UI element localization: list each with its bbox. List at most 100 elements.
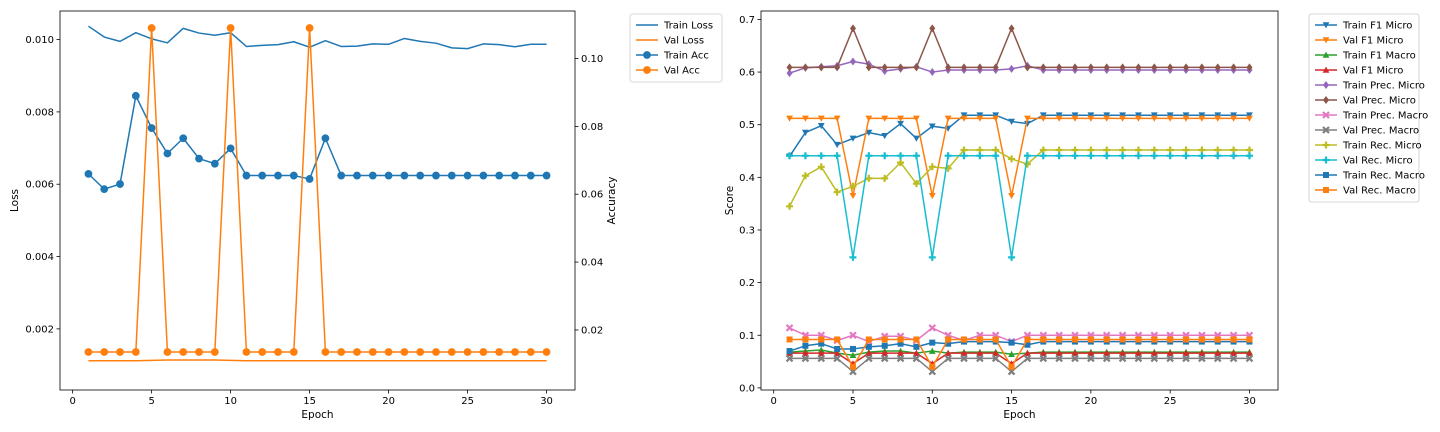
data-point (849, 253, 857, 261)
data-point (511, 171, 519, 180)
data-point (384, 171, 393, 180)
data-point (929, 68, 936, 77)
data-point (785, 324, 794, 332)
x-axis-label: Epoch (301, 409, 333, 421)
data-point (1040, 63, 1047, 72)
data-point (913, 115, 920, 122)
data-point (321, 348, 330, 356)
data-point (416, 171, 425, 180)
data-point (1119, 336, 1126, 343)
data-point (945, 336, 952, 343)
data-point (1056, 63, 1063, 72)
legend-entry-train-f1-micro: Train F1 Micro (1315, 21, 1412, 32)
data-point (1134, 152, 1142, 160)
data-point (1150, 152, 1158, 160)
data-point (1230, 115, 1237, 122)
data-point (131, 348, 140, 356)
series-val-f1-micro (786, 115, 1253, 200)
data-point (1167, 63, 1174, 72)
y-tick-label: 0.006 (25, 180, 54, 191)
data-point (834, 336, 841, 343)
data-point (1008, 192, 1015, 200)
data-point (479, 348, 488, 356)
data-point (1214, 115, 1222, 122)
x-tick-label: 20 (382, 396, 395, 407)
data-point (991, 354, 1000, 363)
data-point (1087, 336, 1094, 343)
legend-entry-train-f1-macro: Train F1 Macro (1315, 51, 1416, 62)
data-point (1039, 112, 1047, 119)
data-point (305, 175, 314, 183)
data-point (1008, 253, 1016, 261)
y-tick-label: 0.008 (25, 107, 54, 118)
data-point (786, 202, 794, 210)
data-point (897, 115, 904, 122)
data-point (912, 152, 920, 160)
x-tick-label: 30 (540, 396, 553, 407)
legend-label: Val Loss (664, 36, 704, 47)
legend-marker (1323, 96, 1329, 104)
data-point (163, 149, 172, 158)
data-point (1055, 112, 1063, 119)
data-point (881, 174, 889, 182)
data-point (1230, 63, 1237, 72)
y-tick-label: 0.004 (25, 252, 54, 263)
legend-entry-train-loss: Train Loss (636, 21, 713, 32)
data-point (1087, 63, 1094, 72)
data-point (1214, 112, 1222, 119)
data-point (495, 171, 504, 180)
data-point (1245, 152, 1253, 160)
data-point (929, 363, 936, 370)
x-tick-label: 0 (69, 396, 75, 407)
x-tick-label: 15 (303, 396, 316, 407)
legend-label: Train Acc (663, 51, 709, 62)
data-point (960, 115, 968, 122)
series-train-loss (88, 25, 547, 50)
legend-label: Train F1 Micro (1342, 21, 1412, 32)
legend-label: Val F1 Micro (1343, 66, 1403, 77)
data-point (210, 159, 219, 168)
data-point (802, 115, 809, 122)
data-point (1246, 349, 1253, 356)
legend-label: Val F1 Micro (1343, 36, 1403, 47)
data-point (865, 174, 873, 182)
data-point (1182, 152, 1190, 160)
data-point (147, 124, 156, 132)
data-point (1198, 336, 1205, 343)
legend-entry-train-rec-micro: Train Rec. Micro (1315, 141, 1422, 152)
data-point (1198, 63, 1205, 72)
data-point (1024, 120, 1031, 128)
data-point (913, 63, 920, 72)
data-point (817, 163, 825, 171)
data-point (1055, 349, 1063, 356)
data-point (1119, 152, 1127, 160)
data-point (1230, 349, 1237, 356)
data-point (976, 152, 984, 160)
data-point (1102, 354, 1111, 363)
legend-entry-val-prec-micro: Val Prec. Micro (1315, 96, 1416, 107)
legend-label: Train Rec. Micro (1342, 141, 1422, 152)
data-point (1039, 349, 1047, 356)
data-point (897, 349, 904, 356)
data-point (928, 347, 936, 354)
data-point (913, 343, 920, 350)
data-point (1103, 349, 1111, 356)
data-point (992, 115, 1000, 122)
data-point (1135, 336, 1142, 343)
data-point (817, 349, 825, 356)
data-point (1024, 336, 1031, 343)
y-tick-label: 0.010 (25, 35, 54, 46)
data-point (849, 331, 857, 340)
legend-entry-val-rec-macro: Val Rec. Macro (1315, 186, 1416, 197)
data-point (1071, 115, 1079, 122)
data-point (976, 336, 983, 343)
y2-tick-label: 0.08 (581, 122, 603, 133)
data-point (116, 180, 124, 188)
legend-marker (1322, 156, 1330, 164)
data-point (945, 340, 952, 347)
data-point (1230, 336, 1237, 343)
data-point (960, 63, 967, 72)
data-point (1023, 354, 1032, 363)
data-point (897, 120, 904, 128)
